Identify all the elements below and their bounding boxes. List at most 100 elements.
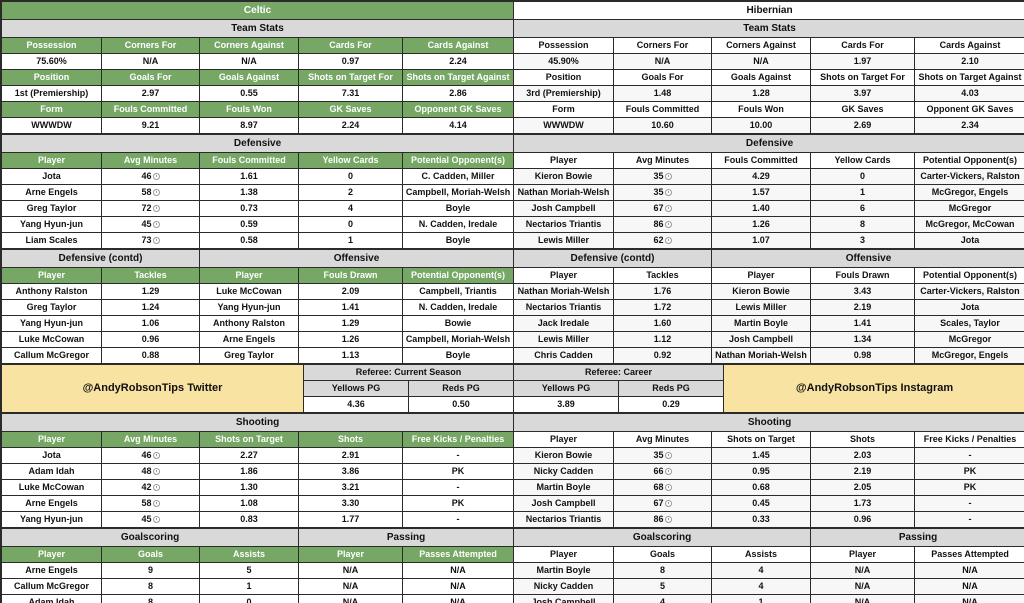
avg-minutes-value: 46 — [141, 171, 152, 181]
cell-opponents: Boyle — [401, 232, 515, 249]
cell-yellow-cards: 0 — [810, 168, 915, 185]
cell-player: Jota — [1, 168, 102, 185]
col-player: Player — [1, 152, 102, 169]
table-row: Nicky Cadden 5 4 N/A N/A — [513, 578, 1024, 595]
cell-player: Jota — [1, 447, 102, 464]
table-row: Yang Hyun-jun 1.06 Anthony Ralston 1.29 Bowi… — [1, 315, 514, 332]
cell-yellow-cards: 0 — [298, 168, 403, 185]
cell-player: Liam Scales — [1, 232, 102, 249]
referee-table: @AndyRobsonTips Twitter Referee: Current… — [1, 364, 1024, 413]
cell-fouls-drawn: 1.41 — [810, 315, 915, 332]
twitter-handle[interactable]: @AndyRobsonTips Twitter — [1, 364, 304, 413]
cell-fk-pk: PK — [913, 463, 1024, 480]
cell-player: Luke McCowan — [1, 331, 102, 348]
away-def-off-panel: Defensive (contd) Offensive Player Tackl… — [513, 249, 1024, 364]
col-free-kicks-penalties: Free Kicks / Penalties — [913, 431, 1024, 448]
cell-fouls-drawn: 1.41 — [298, 299, 403, 316]
home-team-name: Celtic — [0, 1, 515, 20]
home-def-off-panel: Defensive (contd) Offensive Player Tackl… — [1, 249, 514, 364]
cell-fk-pk: - — [913, 511, 1024, 528]
cell-avg-minutes: 58 — [101, 184, 200, 201]
col-position: Position — [1, 69, 102, 86]
col-player: Player — [199, 267, 299, 284]
table-row: Lewis Miller 1.12 Josh Campbell 1.34 McGrego… — [513, 331, 1024, 348]
col-gk-saves: GK Saves — [298, 101, 403, 118]
table-row: Nicky Cadden 66 0.95 2.19 PK — [513, 463, 1024, 480]
home-possession: 75.60% — [1, 53, 102, 70]
cell-yellow-cards: 0 — [298, 216, 403, 233]
col-fouls-drawn: Fouls Drawn — [298, 267, 403, 284]
instagram-handle[interactable]: @AndyRobsonTips Instagram — [723, 364, 1024, 413]
cell-passes-attempted: N/A — [914, 562, 1024, 579]
away-team-name: Hibernian — [512, 1, 1024, 20]
cell-player: Josh Campbell — [513, 200, 614, 217]
cell-player: Nicky Cadden — [513, 463, 614, 480]
cell-fouls-drawn: 0.98 — [810, 347, 915, 364]
home-goals-passing-panel: Goalscoring Passing Player Goals Assists… — [0, 528, 515, 603]
col-yellows-pg-career: Yellows PG — [513, 380, 620, 397]
away-defensive-panel: Defensive Player Avg Minutes Fouls Commi… — [512, 134, 1024, 249]
cell-player: Lewis Miller — [711, 299, 811, 316]
cell-shots-on-target: 1.45 — [711, 447, 811, 464]
cell-player: Josh Campbell — [711, 331, 811, 348]
col-corners-against: Corners Against — [199, 37, 299, 54]
cell-player: Nectarios Triantis — [513, 299, 614, 316]
cell-fouls-drawn: 2.19 — [810, 299, 915, 316]
cell-avg-minutes: 67 — [613, 200, 712, 217]
col-shots: Shots — [810, 431, 915, 448]
cell-avg-minutes: 35 — [613, 168, 712, 185]
col-avg-minutes: Avg Minutes — [101, 431, 200, 448]
col-reds-pg-career: Reds PG — [618, 380, 725, 397]
avg-minutes-value: 35 — [653, 187, 664, 197]
col-corners-for: Corners For — [613, 37, 712, 54]
cell-fouls-committed: 1.57 — [711, 184, 811, 201]
cell-fouls-committed: 0.58 — [199, 232, 299, 249]
cell-opponents: Boyle — [401, 200, 515, 217]
cell-player: N/A — [810, 594, 916, 603]
cell-player: N/A — [810, 578, 916, 595]
home-shooting-table: Shooting Player Avg Minutes Shots on Tar… — [0, 413, 515, 528]
col-avg-minutes: Avg Minutes — [101, 152, 200, 169]
cell-fk-pk: - — [913, 495, 1024, 512]
cell-shots-on-target: 2.27 — [199, 447, 299, 464]
cell-player: Martin Boyle — [711, 315, 811, 332]
col-goals-against: Goals Against — [199, 69, 299, 86]
avg-minutes-value: 45 — [141, 514, 152, 524]
avg-minutes-value: 35 — [653, 171, 664, 181]
table-row: Jota 46 2.27 2.91- — [1, 447, 515, 464]
col-tackles: Tackles — [101, 267, 200, 284]
col-form: Form — [513, 101, 614, 118]
defensive-offensive-block: Defensive (contd) Offensive Player Tackl… — [1, 249, 1024, 364]
cell-player: N/A — [298, 578, 404, 595]
cell-fk-pk: - — [913, 447, 1024, 464]
home-defensive-heading: Defensive — [0, 134, 515, 153]
col-player: Player — [810, 546, 916, 563]
col-fouls-committed: Fouls Committed — [101, 101, 200, 118]
clock-icon — [152, 205, 160, 212]
col-shots-on-target: Shots on Target — [711, 431, 811, 448]
cell-player: Yang Hyun-jun — [1, 511, 102, 528]
shooting-block: Shooting Player Avg Minutes Shots on Tar… — [0, 413, 1024, 528]
cell-fouls-drawn: 2.09 — [298, 283, 403, 300]
away-sot-for: 3.97 — [810, 85, 915, 102]
cell-player: Nathan Moriah-Welsh — [711, 347, 811, 364]
col-player: Player — [513, 431, 614, 448]
col-player: Player — [1, 546, 102, 563]
cell-fouls-committed: 1.40 — [711, 200, 811, 217]
away-team-stats-table: Hibernian Team Stats Possession Corners … — [512, 1, 1024, 134]
table-row: Anthony Ralston 1.29 Luke McCowan 2.09 Campb… — [1, 283, 514, 300]
clock-icon — [152, 500, 160, 507]
cell-assists: 1 — [710, 594, 812, 603]
home-position: 1st (Premiership) — [1, 85, 102, 102]
away-def-off-table: Defensive (contd) Offensive Player Tackl… — [513, 249, 1024, 364]
avg-minutes-value: 46 — [141, 450, 152, 460]
col-gk-saves: GK Saves — [810, 101, 915, 118]
cell-player: Josh Campbell — [513, 594, 614, 603]
cell-shots: 3.30 — [298, 495, 403, 512]
cell-player: Luke McCowan — [1, 479, 102, 496]
col-fouls-won: Fouls Won — [199, 101, 299, 118]
cell-tackles: 0.92 — [613, 347, 712, 364]
cell-passes-attempted: N/A — [914, 594, 1024, 603]
cell-shots: 2.05 — [810, 479, 915, 496]
away-shooting-rows: Kieron Bowie 35 1.45 2.03- Nicky Cadden 66 0.9… — [513, 447, 1024, 528]
